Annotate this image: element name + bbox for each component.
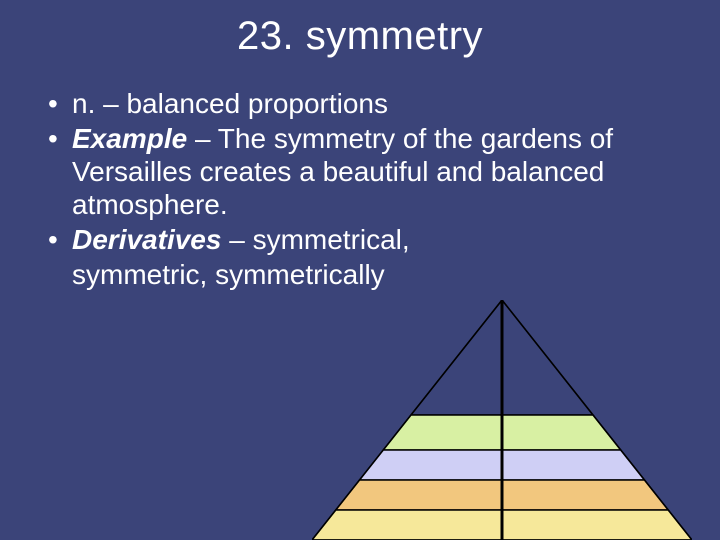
slide-body: n. – balanced proportions Example – The … bbox=[0, 87, 720, 291]
bullet-list: n. – balanced proportions Example – The … bbox=[46, 87, 674, 291]
derivatives-label: Derivatives bbox=[72, 224, 221, 255]
bullet-derivatives: Derivatives – symmetrical, bbox=[46, 223, 674, 256]
derivatives-text: – symmetrical, bbox=[221, 224, 409, 255]
definition-text: n. – balanced proportions bbox=[72, 88, 388, 119]
example-label: Example bbox=[72, 123, 187, 154]
pyramid-graphic bbox=[312, 300, 692, 540]
derivatives-continuation: symmetric, symmetrically bbox=[46, 258, 674, 291]
pyramid-svg bbox=[312, 300, 692, 540]
slide-title: 23. symmetry bbox=[0, 0, 720, 59]
bullet-example: Example – The symmetry of the gardens of… bbox=[46, 122, 674, 221]
derivatives-cont-text: symmetric, symmetrically bbox=[72, 259, 385, 290]
bullet-definition: n. – balanced proportions bbox=[46, 87, 674, 120]
slide: 23. symmetry n. – balanced proportions E… bbox=[0, 0, 720, 540]
